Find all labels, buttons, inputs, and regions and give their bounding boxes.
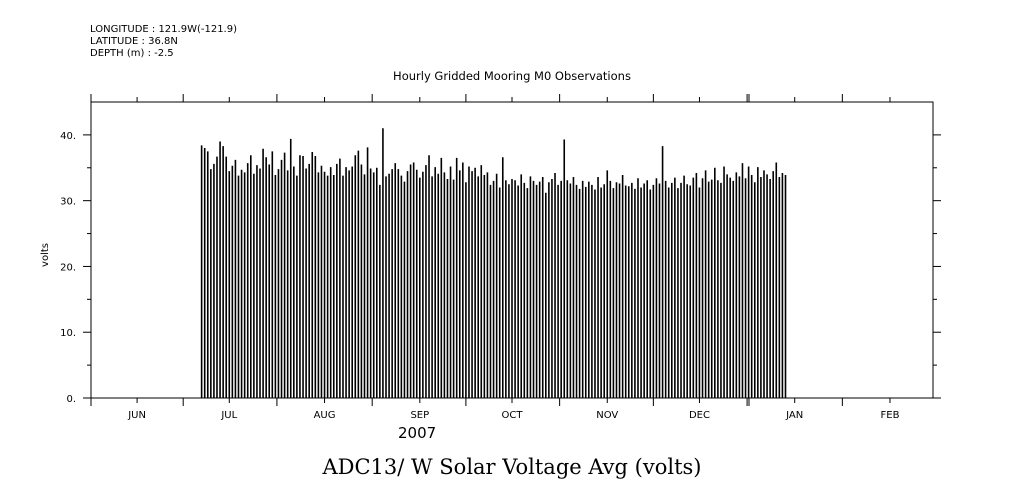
- depth-label: DEPTH (m) : -2.5: [90, 48, 174, 59]
- y-tick-label: 20.: [60, 262, 76, 273]
- y-axis-label: volts: [40, 243, 51, 267]
- x-axis: JUN JUL AUG SEP OCT NOV DEC JAN FEB: [90, 94, 900, 421]
- latitude-label: LATITUDE : 36.8N: [90, 36, 178, 47]
- voltage-bars: [200, 128, 787, 398]
- y-tick-label: 10.: [60, 328, 76, 339]
- y-axis: 0. 10. 20. 30. 40.: [60, 131, 941, 405]
- x-tick-label: SEP: [410, 410, 429, 421]
- chart-title: Hourly Gridded Mooring M0 Observations: [393, 69, 631, 83]
- x-tick-label: NOV: [596, 410, 618, 421]
- y-tick-label: 40.: [60, 131, 76, 142]
- x-tick-label: DEC: [689, 410, 710, 421]
- longitude-label: LONGITUDE : 121.9W(-121.9): [90, 24, 237, 35]
- variable-title: ADC13/ W Solar Voltage Avg (volts): [322, 455, 702, 479]
- station-info: LONGITUDE : 121.9W(-121.9) LATITUDE : 36…: [90, 24, 237, 60]
- x-tick-label: JUL: [220, 410, 237, 421]
- y-tick-label: 0.: [66, 394, 76, 405]
- x-tick-label: FEB: [881, 410, 900, 421]
- x-tick-label: AUG: [314, 410, 336, 421]
- year-label: 2007: [398, 424, 437, 442]
- y-tick-label: 30.: [60, 197, 76, 208]
- x-tick-label: OCT: [502, 410, 524, 421]
- x-tick-label: JAN: [785, 410, 803, 421]
- x-tick-label: JUN: [127, 410, 146, 421]
